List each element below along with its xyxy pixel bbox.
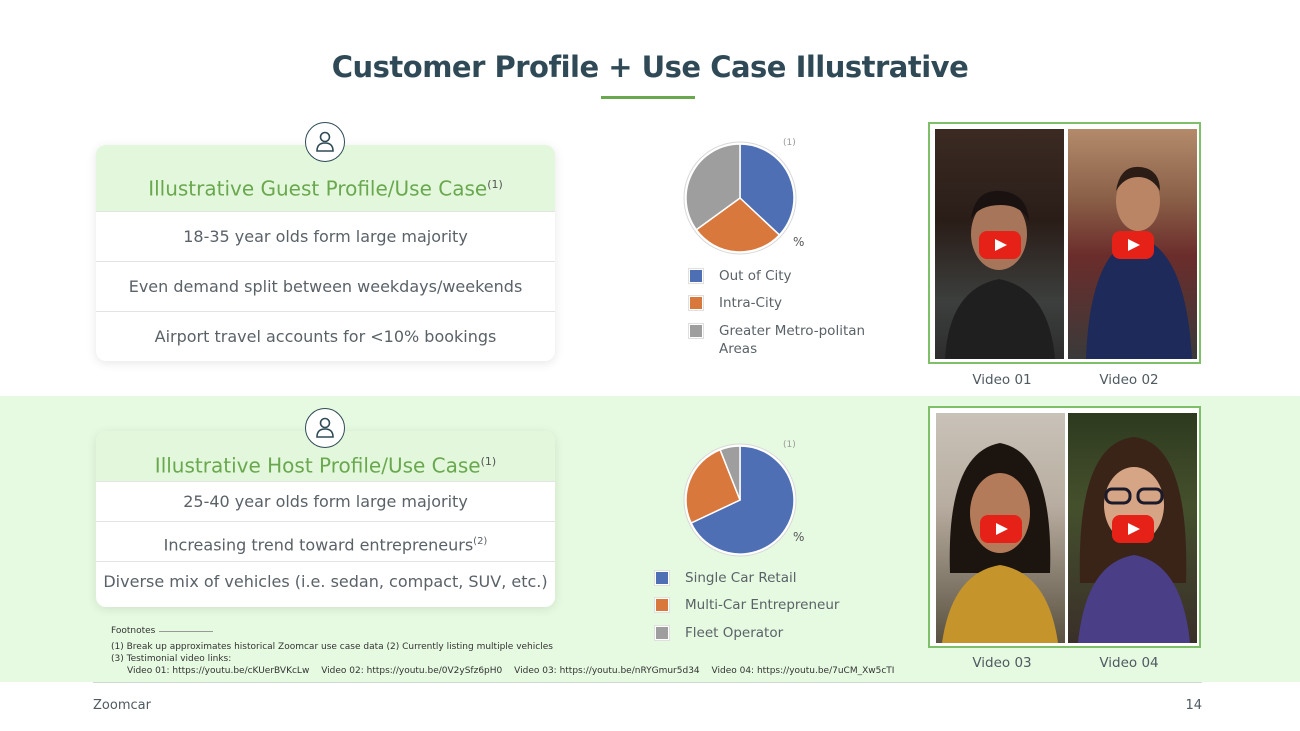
guest-heading-note: (1) (487, 178, 503, 191)
pie-slice-single-car-retail (690, 445, 795, 555)
title-underline (601, 96, 695, 99)
host-row-vehicles: Diverse mix of vehicles (i.e. sedan, com… (96, 561, 555, 601)
video-01-link[interactable]: Video 01: https://youtu.be/cKUerBVKcLw (127, 666, 310, 676)
guest-row-age: 18-35 year olds form large majority (96, 211, 555, 261)
legend-out-of-city: Out of City (689, 267, 792, 285)
guest-heading-text: Illustrative Guest Profile/Use Case (148, 176, 488, 201)
legend-label: Multi-Car Entrepreneur (685, 597, 840, 613)
guest-use-case-pie (683, 141, 797, 255)
footer-divider (93, 682, 1202, 683)
video-01-thumbnail[interactable] (935, 129, 1064, 359)
pie2-percent-label: % (793, 530, 805, 544)
legend-fleet-operator: Fleet Operator (655, 624, 783, 642)
footnotes-heading: Footnotes (111, 625, 903, 637)
video-01-label: Video 01 (972, 372, 1032, 388)
footnote-line-1: (1) Break up approximates historical Zoo… (111, 642, 553, 652)
pie2-note: (1) (783, 440, 796, 450)
legend-intra-city: Intra-City (689, 294, 782, 312)
legend-label-line2: Areas (719, 341, 758, 357)
guest-profile-card: Illustrative Guest Profile/Use Case(1) 1… (96, 145, 555, 361)
pie-slice-fleet-operator (719, 445, 741, 501)
person-silhouette-icon (1086, 166, 1192, 359)
host-person-icon (305, 408, 345, 448)
legend-label: Single Car Retail (685, 570, 797, 586)
legend-greater-metro: Greater Metro-politan Areas (689, 322, 865, 358)
legend-label: Fleet Operator (685, 625, 784, 641)
video-02-link[interactable]: Video 02: https://youtu.be/0V2ySfz6pH0 (321, 666, 503, 676)
video-04-label: Video 04 (1099, 655, 1159, 671)
pie1-note: (1) (783, 138, 796, 148)
footer-brand: Zoomcar (93, 698, 151, 713)
video-03-link[interactable]: Video 03: https://youtu.be/nRYGmur5d34 (514, 666, 700, 676)
pie1-percent-label: % (793, 235, 805, 249)
footnote-line-2: (3) Testimonial video links: (111, 654, 232, 664)
pie-slice-multi-car-entrepreneur (685, 448, 741, 524)
legend-multi-car: Multi-Car Entrepreneur (655, 596, 839, 614)
legend-label: Out of City (719, 268, 792, 284)
footnotes-rule (159, 630, 214, 632)
swatch-blue (655, 571, 669, 585)
host-heading-note: (1) (480, 455, 497, 468)
swatch-orange (689, 296, 703, 310)
host-videos-frame (928, 406, 1201, 648)
video-02-thumbnail[interactable] (1068, 129, 1197, 359)
pie-slice-out-of-city (739, 143, 795, 237)
guest-row-airport: Airport travel accounts for <10% booking… (96, 311, 555, 361)
video-04-thumbnail[interactable] (1068, 413, 1197, 643)
legend-label-line1: Greater Metro-politan (719, 323, 866, 339)
swatch-blue (689, 269, 703, 283)
page-title: Customer Profile + Use Case Illustrative (331, 50, 969, 84)
swatch-orange (655, 598, 669, 612)
pie-slice-intra-city (695, 197, 781, 253)
play-button-icon[interactable] (979, 231, 1021, 259)
legend-label: Intra-City (719, 295, 782, 311)
host-row-trend-note: (2) (473, 536, 488, 547)
pie-slice-greater-metro-politan-areas (685, 143, 741, 231)
video-04-link[interactable]: Video 04: https://youtu.be/7uCM_Xw5cTI (711, 666, 895, 676)
person-silhouette-icon (942, 443, 1058, 643)
swatch-gray (655, 626, 669, 640)
legend-label: Greater Metro-politan Areas (719, 322, 865, 358)
footnote-links: Video 01: https://youtu.be/cKUerBVKcLw V… (111, 665, 903, 677)
swatch-gray (689, 324, 703, 338)
host-heading-text: Illustrative Host Profile/Use Case (154, 453, 481, 478)
play-button-icon[interactable] (1112, 231, 1154, 259)
host-type-pie (683, 443, 797, 557)
host-row-age: 25-40 year olds form large majority (96, 481, 555, 521)
legend-single-car: Single Car Retail (655, 569, 796, 587)
host-row-trend-text: Increasing trend toward entrepreneurs (163, 535, 474, 555)
video-03-thumbnail[interactable] (936, 413, 1065, 643)
play-button-icon[interactable] (980, 515, 1022, 543)
host-profile-card: Illustrative Host Profile/Use Case(1) 25… (96, 431, 555, 607)
page-number: 14 (1185, 698, 1202, 713)
footnotes: Footnotes (1) Break up approximates hist… (111, 625, 903, 677)
video-02-label: Video 02 (1099, 372, 1159, 388)
video-03-label: Video 03 (972, 655, 1032, 671)
guest-row-demand: Even demand split between weekdays/weeke… (96, 261, 555, 311)
guest-person-icon (305, 122, 345, 162)
play-button-icon[interactable] (1112, 515, 1154, 543)
host-row-trend: Increasing trend toward entrepreneurs(2) (96, 521, 555, 561)
guest-videos-frame (928, 122, 1201, 364)
footnotes-heading-text: Footnotes (111, 626, 156, 636)
